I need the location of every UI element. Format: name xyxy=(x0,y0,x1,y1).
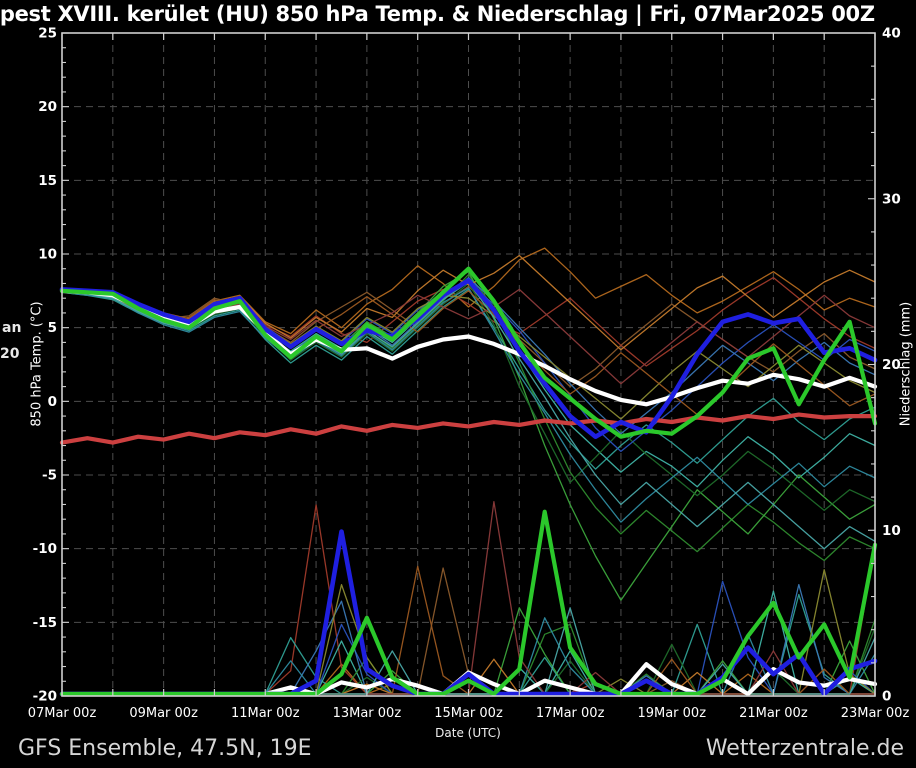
temp-tick-label: 5 xyxy=(48,320,57,336)
control-temp-line xyxy=(59,266,878,439)
grid xyxy=(62,33,875,696)
temp-tick-label: -15 xyxy=(33,615,57,631)
temp-tick-label: 25 xyxy=(38,26,57,42)
y-axis-label-precipitation: Niederschlag (mm) xyxy=(898,301,914,427)
temp-tick-label: -10 xyxy=(33,541,57,557)
temp-tick-label: -20 xyxy=(33,689,57,705)
precip-tick-label: 30 xyxy=(882,191,901,207)
control-precip-line xyxy=(59,509,878,697)
date-tick-label: 19Mar 00z xyxy=(637,706,706,721)
operational-temp-line xyxy=(59,278,878,440)
tick-labels: 25 20 15 10 5 0 -5 -10 -15 -20 0 10 20 30 40 07Mar 00z 0… xyxy=(28,26,910,722)
cropped-legend-fragment-2: 20 xyxy=(0,346,20,362)
main-series xyxy=(59,266,878,697)
ensemble-member-temp-line xyxy=(61,288,876,470)
temp-tick-label: 10 xyxy=(38,247,57,263)
temp-tick-label: 0 xyxy=(48,394,57,410)
ensemble-member-temp-line xyxy=(61,290,876,416)
temp-tick-label: 20 xyxy=(38,99,57,115)
date-tick-label: 21Mar 00z xyxy=(739,706,808,721)
x-axis-label: Date (UTC) xyxy=(435,726,501,740)
temp-tick-label: 15 xyxy=(38,173,57,189)
date-tick-label: 17Mar 00z xyxy=(536,706,605,721)
date-tick-label: 09Mar 00z xyxy=(129,706,198,721)
ensemble-member-temp-line xyxy=(61,247,876,335)
precip-tick-label: 40 xyxy=(882,26,901,42)
axes xyxy=(61,32,876,697)
cropped-legend-fragment-1: an xyxy=(2,320,22,336)
ensemble-member-temp-line xyxy=(61,287,876,523)
y-axis-label-temperature: 850 hPa Temp. (°C) xyxy=(29,301,45,427)
precip-tick-label: 20 xyxy=(882,357,901,373)
model-run-caption: GFS Ensemble, 47.5N, 19E xyxy=(18,736,312,761)
chart-title: apest XVIII. kerület (HU) 850 hPa Temp. … xyxy=(0,2,875,26)
date-tick-label: 23Mar 00z xyxy=(841,706,910,721)
precip-tick-label: 0 xyxy=(882,689,891,705)
climate-mean-1991-2020-temp-line xyxy=(59,412,878,445)
date-tick-label: 11Mar 00z xyxy=(231,706,300,721)
date-tick-label: 15Mar 00z xyxy=(434,706,503,721)
precip-tick-label: 10 xyxy=(882,523,901,539)
date-tick-label: 07Mar 00z xyxy=(28,706,97,721)
temp-tick-label: -5 xyxy=(42,468,57,484)
date-tick-label: 13Mar 00z xyxy=(333,706,402,721)
watermark-wetterzentrale: Wetterzentrale.de xyxy=(705,736,904,761)
